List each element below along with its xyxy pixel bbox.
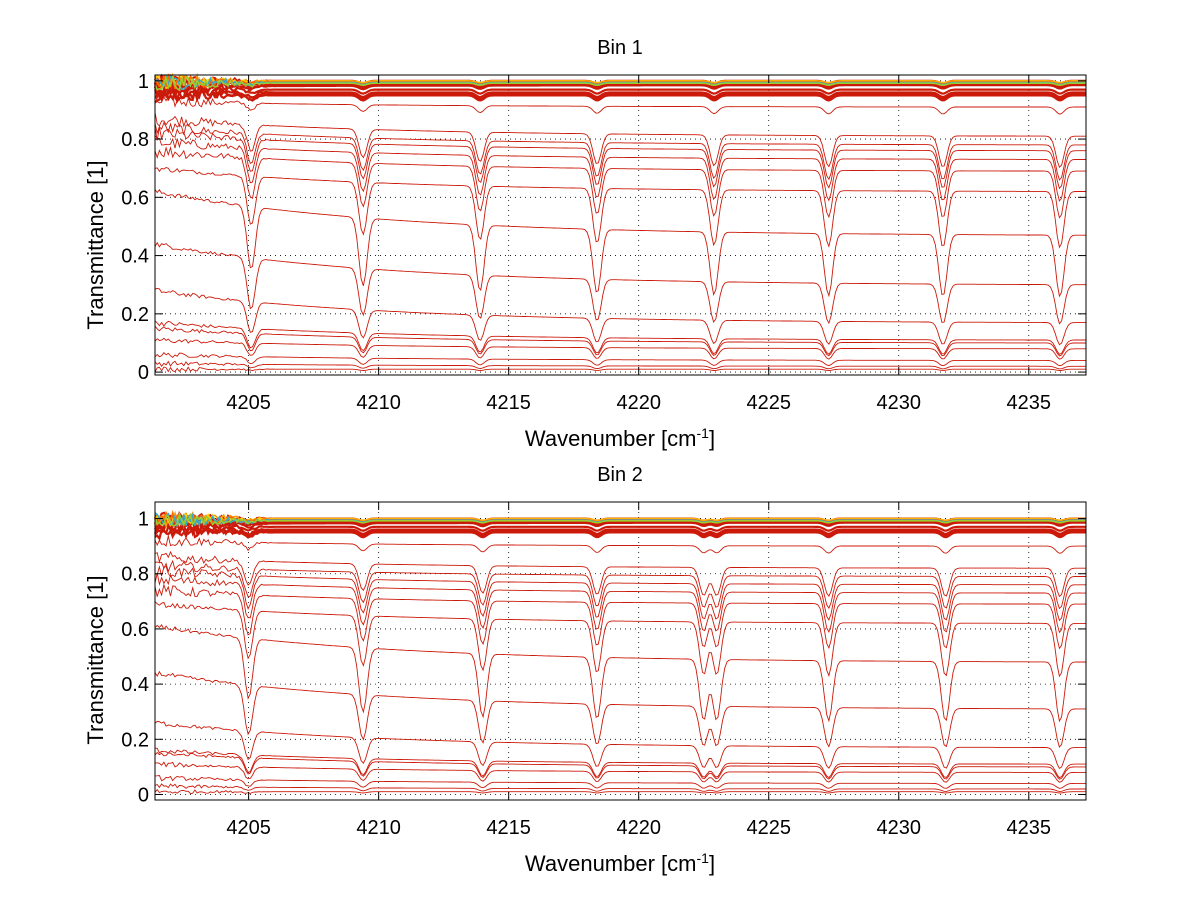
x-axis-label: Wavenumber [cm-1] — [525, 425, 715, 451]
x-tick-label: 4215 — [486, 392, 531, 414]
y-axis-label: Transmittance [1] — [83, 575, 108, 744]
series-line — [154, 360, 1086, 370]
series-line — [154, 121, 1086, 181]
series-line — [154, 127, 1086, 190]
chart-title: Bin 1 — [597, 37, 643, 59]
series-line — [154, 83, 1086, 101]
y-tick-label: 0.4 — [121, 674, 149, 696]
x-tick-label: 4235 — [1007, 392, 1052, 414]
series-line — [154, 325, 1086, 357]
series-line — [154, 747, 1086, 779]
y-tick-label: 0.2 — [121, 729, 149, 751]
x-tick-label: 4225 — [746, 392, 791, 414]
series-line — [154, 145, 1086, 219]
axes-frame — [154, 74, 1087, 376]
series-line — [154, 523, 1086, 540]
tick-marks — [155, 75, 1086, 375]
x-tick-labels: 4205 4210 4215 4220 4225 4230 4235 — [226, 817, 1051, 839]
series-line-top — [154, 511, 1086, 528]
x-tick-label: 4210 — [356, 817, 401, 839]
series-line — [154, 523, 1086, 537]
series-line — [154, 352, 1086, 367]
series-line — [154, 670, 1086, 748]
series-line — [154, 526, 1086, 542]
series-line — [154, 550, 1086, 598]
series-line — [154, 583, 1086, 650]
series-line — [154, 565, 1086, 622]
x-tick-label: 4225 — [746, 817, 791, 839]
x-tick-label: 4230 — [877, 817, 922, 839]
y-tick-label: 0 — [138, 784, 149, 806]
y-axis-label: Transmittance [1] — [83, 160, 108, 329]
series-line — [154, 601, 1086, 678]
series-line — [154, 94, 1086, 115]
y-tick-labels: 0 0.2 0.4 0.6 0.8 1 — [121, 71, 149, 384]
series-line — [154, 87, 1086, 104]
series-line — [154, 761, 1086, 783]
x-tick-label: 4215 — [486, 817, 531, 839]
y-tick-label: 0.6 — [121, 619, 149, 641]
series-line — [154, 189, 1086, 298]
series-line — [154, 320, 1086, 355]
panel-bin-2: Bin 2 4205 4210 4215 4220 4225 4230 4235 00.20… — [83, 464, 1087, 876]
x-tick-label: 4220 — [616, 392, 661, 414]
series-group — [153, 72, 1086, 373]
series-line — [153, 81, 1086, 101]
grid-lines — [155, 75, 1086, 375]
series-line — [153, 84, 1086, 104]
y-tick-label: 0.8 — [121, 564, 149, 586]
y-tick-label: 0.8 — [121, 129, 149, 151]
y-tick-label: 1 — [138, 509, 149, 531]
series-line — [154, 720, 1086, 770]
x-tick-label: 4230 — [877, 392, 922, 414]
panel-bin-1: Bin 1 4205 4210 4215 4220 4225 4230 4235 00.20… — [83, 37, 1087, 451]
series-line-top — [154, 74, 1086, 92]
x-axis-label: Wavenumber [cm-1] — [525, 850, 715, 876]
x-tick-label: 4220 — [616, 817, 661, 839]
series-line — [154, 535, 1086, 554]
series-line — [154, 166, 1086, 249]
series-line — [154, 788, 1086, 795]
series-line — [154, 559, 1086, 610]
x-tick-labels: 4205 4210 4215 4220 4225 4230 4235 — [226, 392, 1051, 414]
chart-title: Bin 2 — [597, 464, 643, 486]
series-line — [154, 77, 1086, 94]
series-line — [154, 573, 1086, 634]
y-tick-label: 0.2 — [121, 304, 149, 326]
grid-lines — [155, 502, 1086, 800]
series-group — [153, 509, 1086, 795]
y-tick-label: 0.6 — [121, 187, 149, 209]
tick-marks — [155, 502, 1086, 800]
y-tick-label: 1 — [138, 71, 149, 93]
series-line — [154, 751, 1086, 780]
x-tick-label: 4210 — [356, 392, 401, 414]
series-line — [154, 519, 1086, 535]
series-line — [154, 241, 1086, 325]
series-line — [154, 775, 1086, 789]
y-tick-label: 0.4 — [121, 246, 149, 268]
series-line — [154, 783, 1086, 792]
series-line — [154, 623, 1086, 723]
series-line — [154, 287, 1086, 346]
series-line — [153, 515, 1086, 533]
axes-frame — [154, 501, 1087, 801]
series-line — [154, 112, 1086, 169]
x-tick-label: 4205 — [226, 392, 271, 414]
x-tick-label: 4205 — [226, 817, 271, 839]
series-line — [154, 135, 1086, 202]
series-line — [154, 366, 1086, 373]
y-tick-label: 0 — [138, 362, 149, 384]
y-tick-labels: 0 0.2 0.4 0.6 0.8 1 — [121, 509, 149, 807]
x-tick-label: 4235 — [1007, 817, 1052, 839]
series-line — [154, 337, 1086, 360]
